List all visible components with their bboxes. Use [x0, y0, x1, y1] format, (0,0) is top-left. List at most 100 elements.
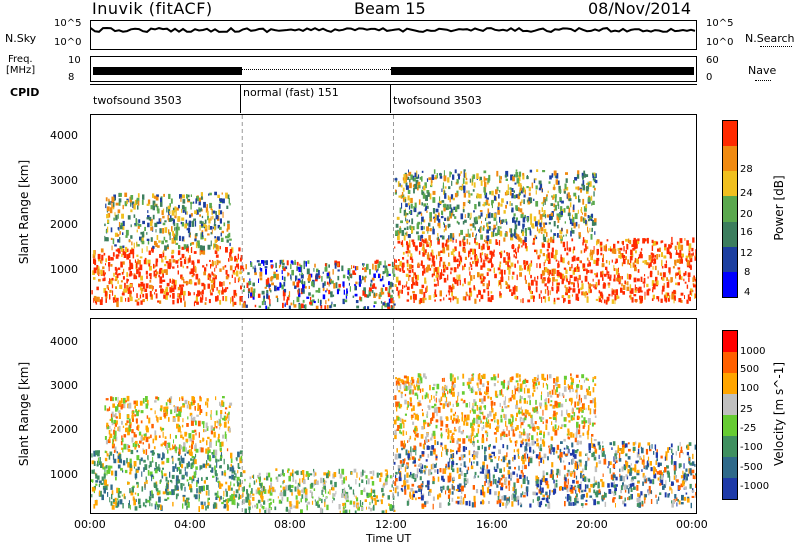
echo-cell	[684, 238, 686, 241]
echo-cell	[193, 218, 196, 221]
echo-cell	[594, 220, 597, 226]
echo-cell	[326, 288, 328, 291]
echo-cell	[522, 459, 525, 465]
echo-cell	[535, 492, 538, 496]
echo-cell	[124, 201, 128, 207]
echo-cell	[563, 487, 567, 490]
echo-cell	[110, 484, 113, 490]
echo-cell	[328, 264, 330, 268]
echo-cell	[110, 413, 113, 420]
echo-cell	[134, 405, 136, 409]
echo-cell	[695, 249, 699, 255]
echo-cell	[569, 485, 572, 488]
echo-cell	[551, 286, 554, 290]
echo-cell	[176, 467, 179, 471]
echo-cell	[583, 173, 587, 178]
echo-cell	[262, 298, 265, 303]
echo-cell	[305, 488, 308, 495]
echo-cell	[680, 259, 683, 264]
echo-cell	[472, 485, 475, 490]
echo-cell	[198, 494, 200, 499]
echo-cell	[91, 290, 93, 295]
echo-cell	[178, 424, 181, 428]
echo-cell	[458, 233, 461, 237]
echo-cell	[168, 259, 172, 263]
echo-cell	[456, 274, 458, 281]
echo-cell	[539, 214, 543, 220]
echo-cell	[540, 290, 542, 294]
echo-cell	[269, 490, 273, 496]
echo-cell	[520, 187, 524, 194]
echo-cell	[476, 233, 477, 236]
echo-cell	[589, 227, 591, 232]
echo-cell	[416, 231, 419, 235]
echo-cell	[217, 290, 220, 294]
echo-cell	[178, 409, 181, 412]
echo-cell	[515, 205, 518, 210]
echo-cell	[152, 200, 156, 206]
echo-cell	[189, 476, 192, 481]
echo-cell	[198, 405, 200, 410]
echo-cell	[122, 251, 125, 254]
echo-cell	[293, 300, 295, 306]
echo-cell	[486, 473, 490, 479]
echo-cell	[439, 274, 443, 280]
echo-cell	[225, 481, 228, 485]
echo-cell	[555, 173, 559, 179]
echo-cell	[507, 259, 511, 263]
echo-cell	[200, 291, 202, 296]
echo-cell	[289, 501, 292, 507]
echo-cell	[544, 289, 547, 294]
echo-cell	[546, 286, 549, 291]
echo-cell	[519, 272, 522, 277]
echo-cell	[147, 455, 149, 461]
echo-cell	[115, 214, 118, 221]
echo-cell	[432, 273, 435, 276]
echo-cell	[318, 287, 321, 293]
echo-cell	[559, 197, 562, 201]
echo-cell	[404, 208, 406, 211]
echo-cell	[266, 293, 269, 299]
echo-cell	[635, 250, 637, 254]
echo-cell	[388, 298, 391, 304]
echo-cell	[286, 299, 289, 306]
echo-cell	[409, 491, 411, 497]
echo-cell	[376, 472, 379, 478]
echo-cell	[260, 491, 263, 498]
echo-cell	[472, 177, 474, 183]
echo-cell	[150, 226, 153, 231]
echo-cell	[470, 275, 473, 281]
echo-cell	[433, 218, 436, 223]
echo-cell	[252, 282, 255, 287]
echo-cell	[155, 273, 157, 276]
echo-cell	[541, 477, 543, 483]
echo-cell	[444, 193, 447, 199]
echo-cell	[520, 238, 523, 244]
echo-cell	[622, 482, 624, 487]
echo-cell	[186, 244, 189, 248]
echo-cell	[484, 473, 486, 479]
echo-cell	[116, 301, 119, 308]
echo-cell	[424, 239, 427, 244]
echo-cell	[627, 238, 630, 243]
echo-cell	[191, 430, 195, 433]
echo-cell	[181, 457, 185, 464]
echo-cell	[513, 482, 516, 488]
echo-cell	[381, 494, 384, 498]
echo-cell	[122, 503, 124, 509]
echo-cell	[108, 200, 111, 204]
echo-cell	[156, 194, 159, 198]
echo-cell	[589, 286, 591, 293]
echo-cell	[483, 201, 485, 207]
echo-cell	[677, 282, 680, 286]
echo-cell	[390, 294, 393, 301]
echo-cell	[168, 491, 172, 495]
echo-cell	[692, 283, 695, 286]
echo-cell	[542, 494, 545, 497]
echo-cell	[425, 468, 427, 471]
echo-cell	[130, 490, 134, 496]
echo-cell	[183, 281, 186, 284]
echo-cell	[260, 495, 264, 500]
echo-cell	[246, 489, 248, 495]
echo-cell	[487, 182, 489, 185]
